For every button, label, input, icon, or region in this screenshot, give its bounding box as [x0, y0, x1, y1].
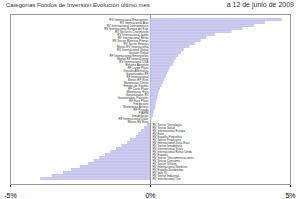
svg-text:RV Internacional Global: RV Internacional Global: [116, 48, 149, 52]
svg-text:RV Internacional Oro: RV Internacional Oro: [153, 177, 181, 181]
svg-text:Monetarios Dinero: Monetarios Dinero: [124, 81, 149, 85]
svg-text:RV Sector Industrial: RV Sector Industrial: [152, 174, 180, 178]
svg-text:RF Privada: RF Privada: [133, 108, 149, 112]
svg-text:RF Corto Plazo: RF Corto Plazo: [128, 87, 149, 91]
svg-text:Monetarios Euro: Monetarios Euro: [126, 90, 149, 94]
svg-text:RF Internacional: RF Internacional: [126, 75, 149, 79]
svg-text:0%: 0%: [145, 192, 155, 198]
svg-text:Garantizados RV: Garantizados RV: [125, 93, 149, 97]
svg-text:RV Sector Financiero: RV Sector Financiero: [152, 138, 181, 142]
svg-text:Inmobiliarios: Inmobiliarios: [131, 114, 149, 118]
svg-text:RF Euro Plazo: RF Euro Plazo: [129, 99, 149, 103]
svg-text:RV Sectores Crecimiento: RV Sectores Crecimiento: [114, 30, 149, 34]
svg-text:RF Internacional Emergentes: RF Internacional Emergentes: [109, 54, 149, 58]
svg-text:RF Largo Plazo: RF Largo Plazo: [127, 66, 149, 70]
svg-text:5%: 5%: [285, 192, 295, 198]
svg-text:FIAMM: FIAMM: [138, 111, 149, 115]
svg-text:RV Internacional Asia: RV Internacional Asia: [119, 21, 149, 25]
svg-text:RV Internacional Nórdicos: RV Internacional Nórdicos: [152, 165, 188, 169]
svg-text:Mixtos RF Internacional: Mixtos RF Internacional: [117, 57, 149, 61]
svg-text:RV Internacional Reino Unido: RV Internacional Reino Unido: [152, 150, 192, 154]
svg-text:RV Internacional USA: RV Internacional USA: [119, 60, 149, 64]
svg-text:RV Sector Energía: RV Sector Energía: [123, 42, 149, 46]
svg-text:RV Internacional Suiza: RV Internacional Suiza: [152, 147, 183, 151]
svg-text:RV Sector Materias Primas: RV Sector Materias Primas: [112, 39, 149, 43]
svg-text:RV Sector Consumo: RV Sector Consumo: [152, 159, 180, 163]
svg-text:Fondtesoro: Fondtesoro: [133, 102, 149, 106]
svg-text:RV Sector Utilities: RV Sector Utilities: [152, 162, 177, 166]
svg-text:RV Internacional Emergentes: RV Internacional Emergentes: [109, 18, 149, 22]
html-text:Categorías Fondos de Inversión: Categorías Fondos de Inversión Evolución…: [6, 2, 150, 8]
svg-text:RV España Dividendos: RV España Dividendos: [152, 168, 184, 172]
svg-text:Gestión Global: Gestión Global: [128, 51, 149, 55]
svg-text:Gestión Alternativa: Gestión Alternativa: [123, 69, 149, 73]
svg-text:Fondos de Fondos: Fondos de Fondos: [123, 84, 149, 88]
svg-text:RV Internacional Latinoamérica: RV Internacional Latinoamérica: [106, 24, 149, 28]
svg-text:RV Ibex 35: RV Ibex 35: [152, 171, 168, 175]
svg-text:RV Sector Inmobiliario: RV Sector Inmobiliario: [152, 144, 183, 148]
svg-text:RV Sector Tecnología: RV Sector Tecnología: [152, 123, 182, 127]
svg-text:RV España Pequeñas: RV España Pequeñas: [152, 135, 182, 139]
svg-text:RV Internacional Europa del Es: RV Internacional Europa del Este: [104, 27, 149, 31]
svg-text:Mixtos RV Euro: Mixtos RV Euro: [128, 120, 149, 124]
svg-text:Retorno Absoluto: Retorno Absoluto: [125, 63, 149, 67]
svg-text:RV Internacional Resto: RV Internacional Resto: [117, 36, 149, 40]
svg-text:RF Internacional Dólar: RF Internacional Dólar: [118, 117, 149, 121]
svg-text:RV Euro: RV Euro: [152, 132, 164, 136]
svg-text:RV Internacional Zona Euro: RV Internacional Zona Euro: [152, 141, 190, 145]
svg-text:RV España: RV España: [152, 153, 168, 157]
svg-text:RV Internacional Japón: RV Internacional Japón: [117, 33, 149, 37]
html-text:a 12 de junio de 2009: a 12 de junio de 2009: [226, 1, 294, 8]
svg-text:Mixtos RF Euro: Mixtos RF Euro: [127, 78, 149, 82]
svg-text:-5%: -5%: [4, 192, 16, 198]
svg-text:RV Internacional Europa: RV Internacional Europa: [152, 129, 186, 133]
svg-text:Garantizados Parciales: Garantizados Parciales: [117, 96, 149, 100]
svg-text:RV Sector Salud: RV Sector Salud: [152, 126, 175, 130]
svg-text:Mixtos RV Internacional: Mixtos RV Internacional: [116, 45, 149, 49]
svg-text:RV Sector Telecomunicaciones: RV Sector Telecomunicaciones: [152, 156, 194, 160]
svg-text:Monetarios Activos: Monetarios Activos: [123, 105, 149, 109]
svg-text:Garantizados RF: Garantizados RF: [125, 72, 149, 76]
